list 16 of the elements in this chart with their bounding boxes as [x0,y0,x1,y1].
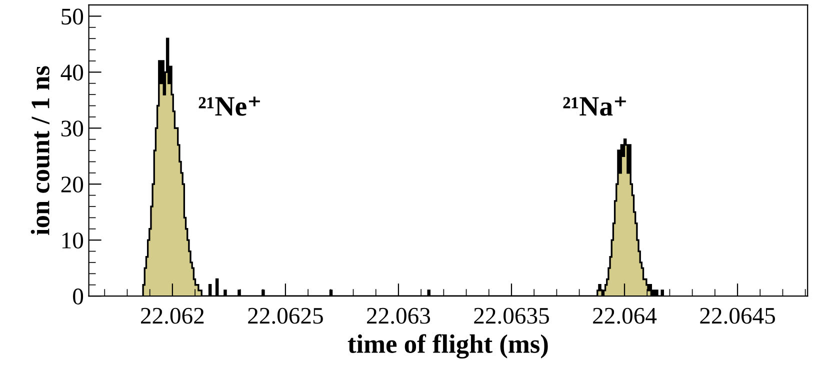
x-tick-label: 22.063 [367,308,430,324]
annotation: ²¹Ne⁺ [198,96,260,116]
y-axis-title: ion count / 1 ns [30,66,50,235]
x-tick-label: 22.064 [593,308,657,324]
x-tick-label: 22.062 [141,308,204,324]
annotation: ²¹Na⁺ [563,96,626,116]
y-tick-label: 30 [61,120,84,137]
y-tick-label: 0 [73,288,84,304]
x-tick-label: 22.0625 [248,308,323,324]
y-tick-label: 10 [62,232,84,249]
x-axis-title: time of flight (ms) [348,334,548,359]
x-tick-label: 22.0635 [474,308,549,324]
y-tick-label: 40 [60,64,84,81]
y-tick-label: 20 [61,176,84,193]
y-tick-label: 50 [62,8,84,25]
x-tick-label: 22.0645 [700,308,775,324]
